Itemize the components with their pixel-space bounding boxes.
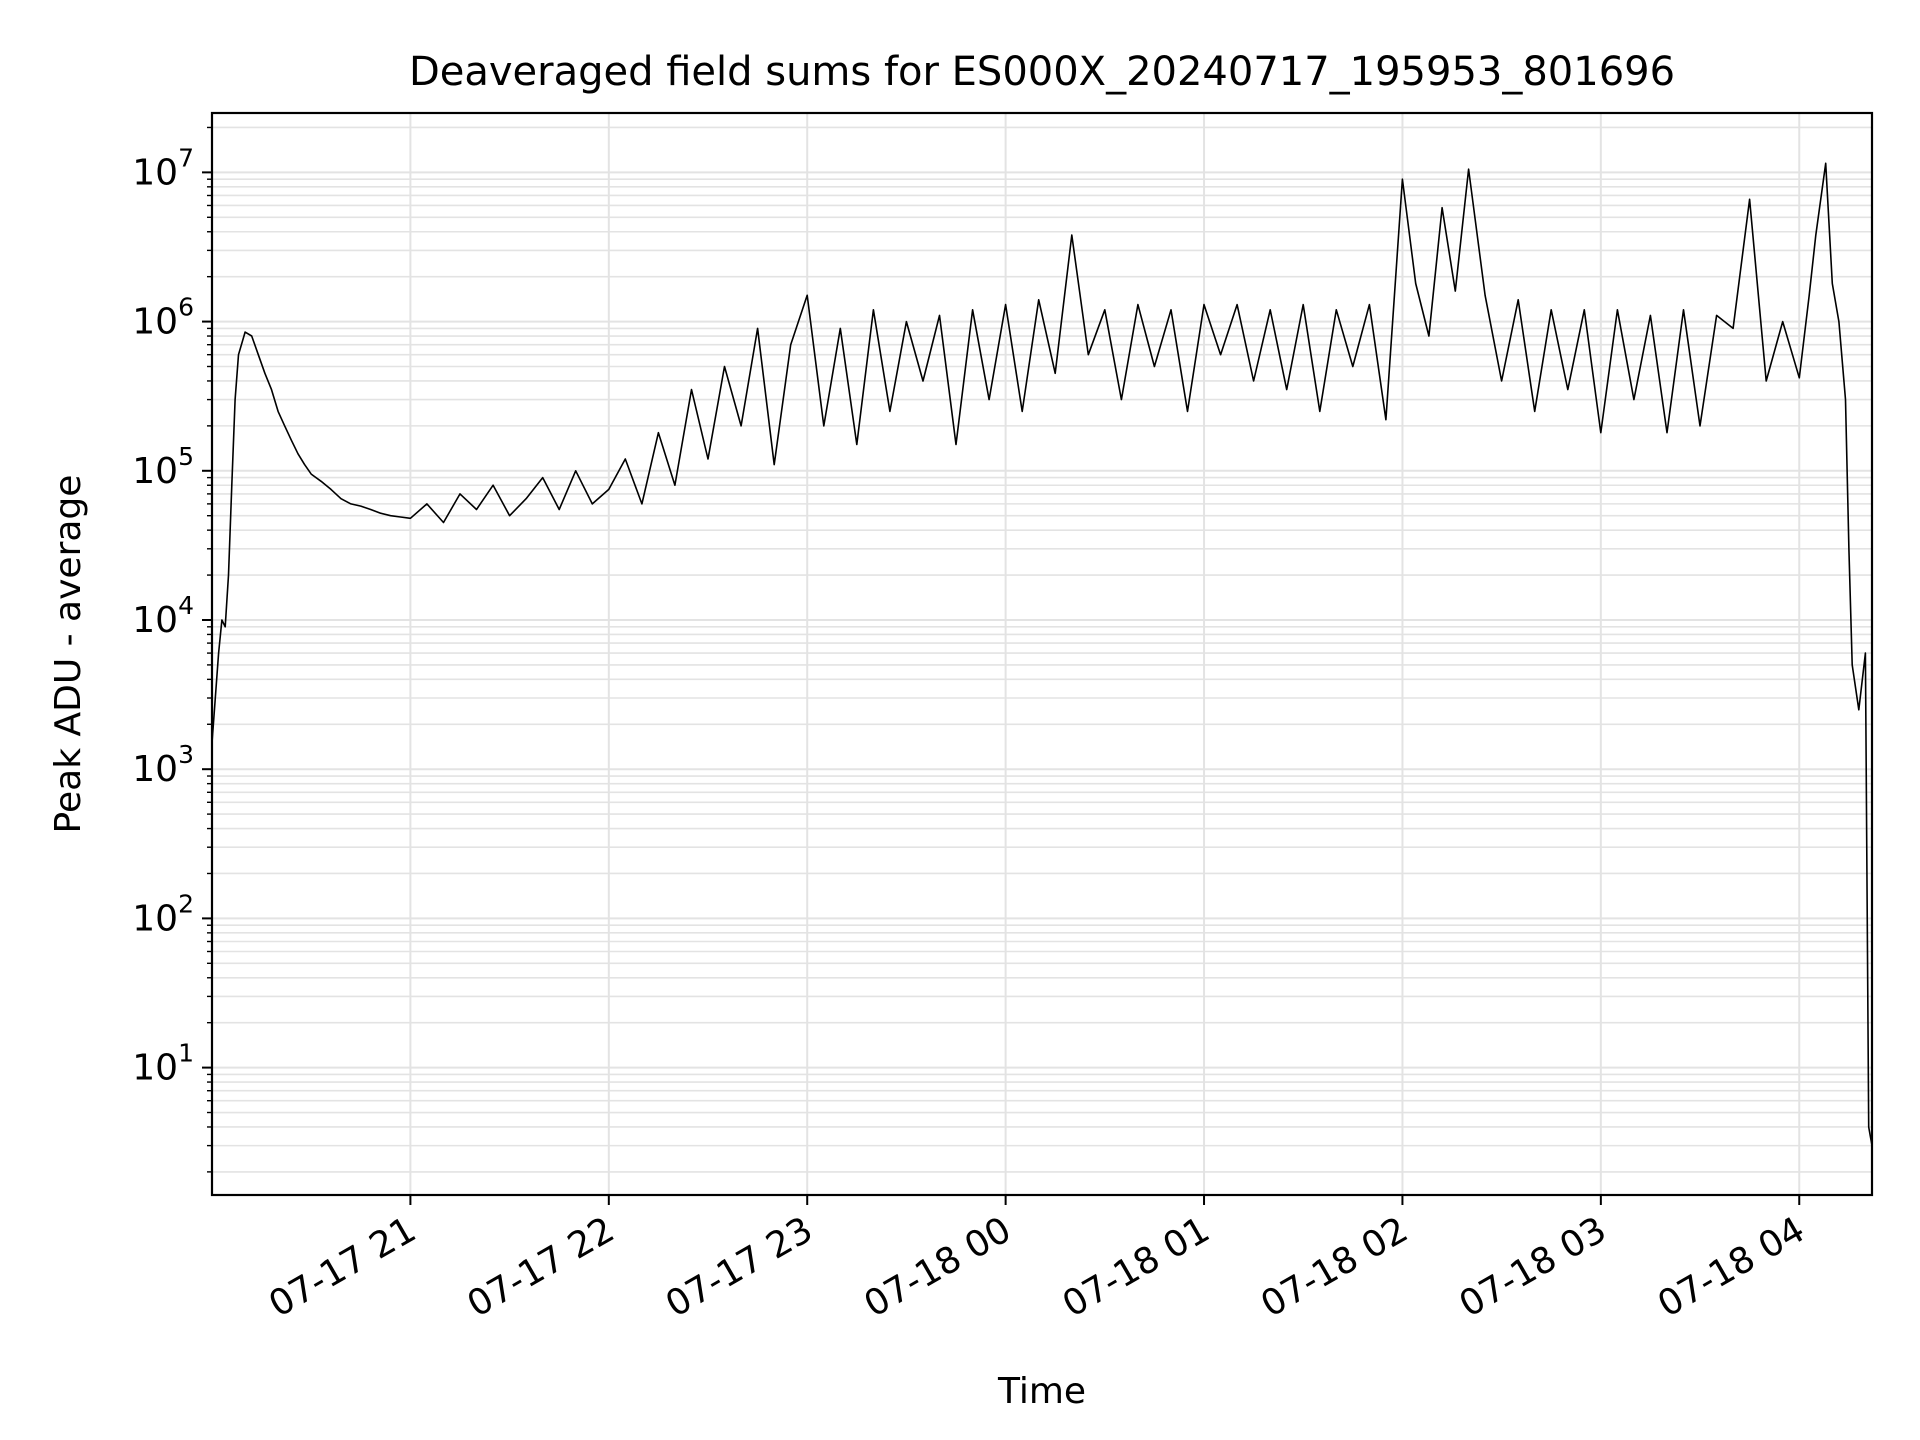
- y-tick-label-base: 10: [132, 898, 178, 939]
- y-tick-label-exponent: 2: [178, 889, 194, 918]
- x-tick-label: 07-18 02: [1254, 1209, 1415, 1325]
- y-tick-label-exponent: 1: [178, 1039, 194, 1068]
- x-tick-label: 07-18 04: [1651, 1209, 1812, 1325]
- y-tick-label: 106: [132, 293, 194, 343]
- y-tick-label-base: 10: [132, 302, 178, 343]
- grid-layer: [212, 113, 1872, 1195]
- y-tick-label: 105: [132, 442, 194, 492]
- y-tick-label: 102: [132, 889, 194, 939]
- y-tick-label-base: 10: [132, 451, 178, 492]
- x-tick-label: 07-18 00: [857, 1209, 1018, 1325]
- y-tick-label: 103: [132, 740, 194, 790]
- y-tick-label-exponent: 5: [178, 442, 194, 471]
- x-axis-label: Time: [997, 1371, 1086, 1412]
- y-tick-label: 101: [132, 1039, 194, 1089]
- plot-area-frame: [210, 111, 1874, 1197]
- y-tick-label: 107: [132, 143, 194, 193]
- x-tick-label: 07-17 22: [461, 1209, 622, 1325]
- y-tick-label-base: 10: [132, 600, 178, 641]
- y-tick-label-exponent: 7: [178, 143, 194, 172]
- series-layer: [211, 162, 1873, 1146]
- y-tick-label-exponent: 6: [178, 293, 194, 322]
- y-axis-label: Peak ADU - average: [48, 475, 89, 834]
- x-tick-label: 07-17 21: [262, 1209, 423, 1325]
- x-tick-label: 07-18 01: [1056, 1209, 1217, 1325]
- x-tick-label: 07-17 23: [659, 1209, 820, 1325]
- x-tick-label: 07-18 03: [1453, 1209, 1614, 1325]
- y-tick-label-exponent: 4: [178, 591, 194, 620]
- chart-title: Deaveraged field sums for ES000X_2024071…: [409, 49, 1675, 95]
- y-tick-label-base: 10: [132, 749, 178, 790]
- y-tick-label-exponent: 3: [178, 740, 194, 769]
- y-tick-label: 104: [132, 591, 194, 641]
- y-tick-label-base: 10: [132, 152, 178, 193]
- y-tick-label-base: 10: [132, 1048, 178, 1089]
- series-line: [211, 162, 1873, 1146]
